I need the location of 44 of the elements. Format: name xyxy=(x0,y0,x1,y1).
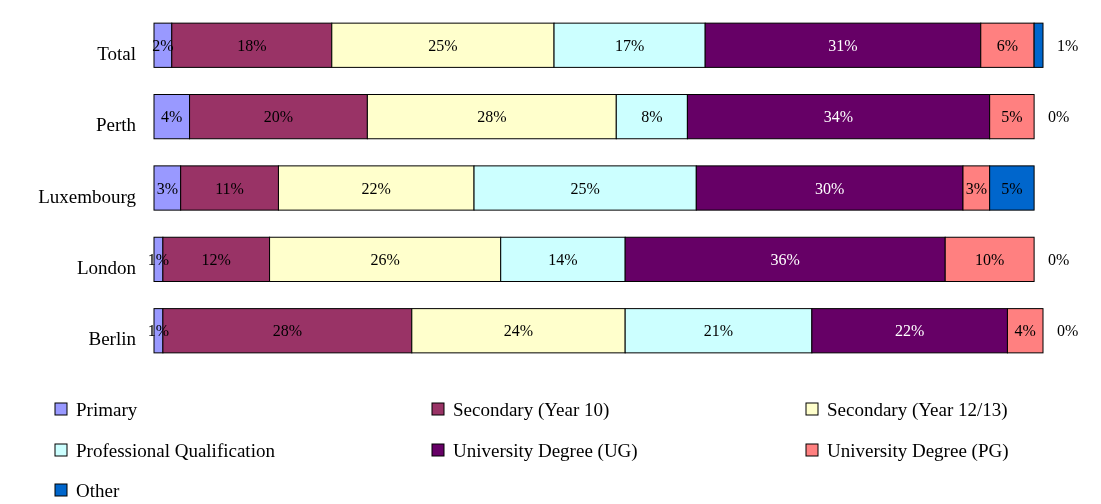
data-label: 3% xyxy=(156,179,178,197)
legend-label: University Degree (UG) xyxy=(453,439,638,462)
data-label: 11% xyxy=(215,179,244,197)
legend-label: Other xyxy=(76,479,120,501)
data-label: 0% xyxy=(1048,108,1070,126)
y-tick-label: Total xyxy=(97,42,136,64)
data-label: 17% xyxy=(614,36,645,54)
data-label: 18% xyxy=(237,36,267,54)
data-label: 12% xyxy=(201,250,231,268)
legend-label: Primary xyxy=(76,398,138,420)
data-label: 5% xyxy=(1001,179,1023,197)
data-label: 0% xyxy=(1048,250,1070,268)
y-tick-label: Luxembourg xyxy=(38,185,137,207)
data-label: 31% xyxy=(828,36,858,54)
data-label: 28% xyxy=(272,322,303,340)
legend-label: Secondary (Year 12/13) xyxy=(827,398,1008,421)
data-label: 26% xyxy=(370,250,400,268)
y-tick-label: London xyxy=(76,257,137,279)
legend-label: University Degree (PG) xyxy=(827,439,1009,462)
y-tick-label: Berlin xyxy=(88,328,137,350)
data-label: 34% xyxy=(823,108,854,126)
data-label: 4% xyxy=(161,108,183,126)
data-label: 0% xyxy=(1057,322,1079,340)
data-label: 6% xyxy=(996,36,1019,54)
y-tick-label: Perth xyxy=(95,114,137,136)
data-label: 36% xyxy=(770,250,800,268)
data-label: 25% xyxy=(428,36,458,54)
data-label: 22% xyxy=(361,179,391,197)
data-label: 20% xyxy=(263,108,294,126)
data-label: 1% xyxy=(1057,36,1079,54)
data-label: 24% xyxy=(503,322,534,340)
data-label: 21% xyxy=(703,322,734,340)
data-label: 5% xyxy=(1001,108,1023,126)
data-label: 25% xyxy=(570,179,600,197)
data-label: 28% xyxy=(477,108,507,126)
data-label: 14% xyxy=(548,250,578,268)
data-label: 3% xyxy=(965,179,987,197)
data-label: 10% xyxy=(975,250,1005,268)
data-label: 22% xyxy=(894,322,925,340)
data-label: 30% xyxy=(814,179,845,197)
legend-label: Secondary (Year 10) xyxy=(453,398,610,421)
data-label: 8% xyxy=(641,108,663,126)
data-label: 4% xyxy=(1014,322,1036,340)
legend-label: Professional Qualification xyxy=(76,439,276,461)
